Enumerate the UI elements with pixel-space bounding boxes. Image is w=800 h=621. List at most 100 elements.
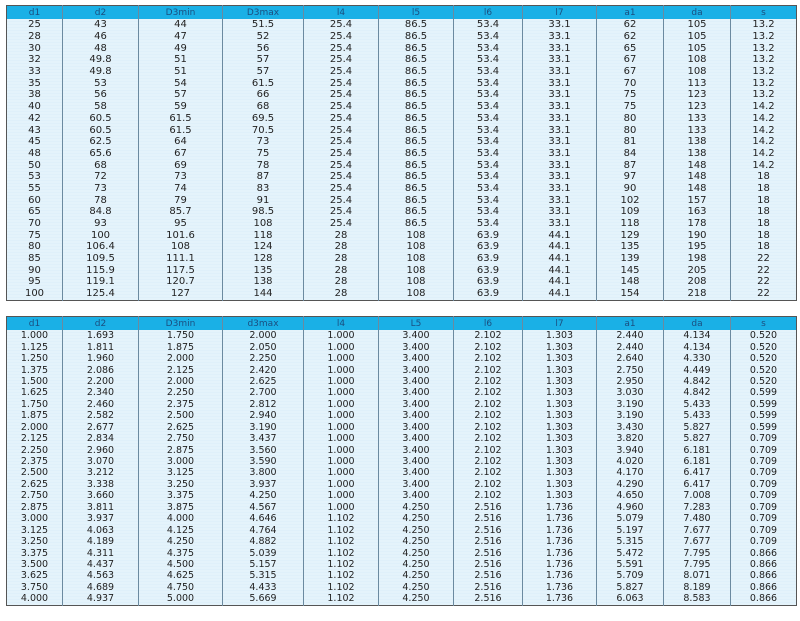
cell-s: 0.709 — [730, 444, 797, 456]
cell-d1: 100 — [24, 288, 45, 300]
cell-l4: 1.000 — [303, 330, 379, 342]
table-row: 3.750 4.689 4.750 4.433 1.102 4.250 2.516 1.736… — [7, 581, 797, 594]
cell-d3min: 59 — [138, 100, 223, 113]
cell-a1: 5.709 — [596, 570, 664, 582]
cell-l5: 3.400 — [378, 330, 454, 342]
cell-l4: 1.000 — [303, 455, 379, 468]
cell-d1: 30 — [28, 42, 41, 54]
cell-da: 105 — [663, 42, 731, 55]
cell-da: 7.008 — [663, 490, 731, 502]
cell-l7: 1.736 — [522, 501, 597, 513]
cell-s: 0.866 — [730, 558, 797, 571]
cell-d3min: 4.500 — [138, 558, 223, 571]
cell-l6: 2.102 — [453, 398, 523, 411]
cell-da: 7.283 — [663, 501, 731, 513]
cell-l5: 108 — [378, 252, 454, 265]
cell-l7: 33.1 — [522, 159, 597, 171]
cell-l5: 4.250 — [378, 547, 454, 559]
cell-d3min: 2.500 — [138, 410, 223, 422]
cell-d2: 1.960 — [62, 352, 139, 365]
table-row: 35 53 54 61.5 25.4 86.5 53.4 33.1 70 113 13.2 — [7, 77, 797, 90]
cell-d1: 42 — [28, 112, 41, 124]
cell-d1: 1.375 — [20, 364, 49, 376]
cell-d3min: 73 — [138, 170, 223, 183]
cell-l7: 33.1 — [522, 30, 597, 43]
cell-d3min: 54 — [138, 77, 223, 90]
cell-s: 0.709 — [730, 535, 797, 548]
table-row: 1.250 1.960 2.000 2.250 1.000 3.400 2.102 1.303… — [7, 352, 797, 365]
cell-l6: 2.516 — [453, 535, 523, 548]
table-row: 3.375 4.311 4.375 5.039 1.102 4.250 2.516 1.736… — [7, 547, 797, 559]
cell-d3max: 5.039 — [222, 547, 304, 559]
table-header-row: d1 d2 D3min D3max l4 l5 l6 l7 a1 da s — [6, 5, 797, 19]
cell-s: 0.709 — [730, 455, 797, 468]
cell-l5: 3.400 — [378, 478, 454, 491]
cell-da: 4.134 — [663, 341, 731, 353]
cell-l6: 2.516 — [453, 524, 523, 536]
cell-a1: 145 — [596, 264, 664, 277]
cell-s: 14.2 — [730, 124, 797, 136]
cell-d2: 56 — [62, 89, 139, 101]
table-row: 80 106.4 108 124 28 108 63.9 44.1 135 195 18 — [7, 241, 797, 253]
cell-l4: 25.4 — [303, 112, 379, 125]
cell-d3max: 2.700 — [222, 387, 304, 399]
cell-d3min: 1.750 — [138, 330, 223, 342]
table-row: 60 78 79 91 25.4 86.5 53.4 33.1 102 157 18 — [7, 194, 797, 206]
cell-l6: 2.102 — [453, 375, 523, 388]
cell-d1: 40 — [28, 101, 41, 113]
cell-l7: 1.303 — [522, 375, 597, 388]
cell-d3min: 51 — [138, 54, 223, 66]
cell-d3max: 2.940 — [222, 410, 304, 422]
cell-l7: 44.1 — [522, 241, 597, 253]
cell-d2: 4.437 — [62, 558, 139, 571]
table-row: 25 43 44 51.5 25.4 86.5 53.4 33.1 62 105 13.2 — [7, 19, 797, 31]
cell-d3min: 49 — [138, 42, 223, 55]
cell-d2: 48 — [62, 42, 139, 55]
cell-a1: 75 — [596, 100, 664, 113]
cell-a1: 80 — [596, 124, 664, 136]
cell-l5: 4.250 — [378, 570, 454, 582]
cell-l5: 86.5 — [378, 194, 454, 206]
cell-d3min: 4.250 — [138, 535, 223, 548]
cell-l6: 53.4 — [453, 77, 523, 90]
cell-a1: 65 — [596, 42, 664, 55]
cell-d3min: 5.000 — [138, 593, 223, 605]
cell-d1: 53 — [28, 171, 41, 183]
column-header-d1: d1 — [6, 316, 63, 330]
cell-l4: 25.4 — [303, 170, 379, 183]
inch-dimension-table: d1 d2 D3min d3max l4 L5 l6 l7 a1 da s 1.000 1.693 1.… — [6, 316, 797, 606]
cell-d2: 46 — [62, 30, 139, 43]
cell-a1: 70 — [596, 77, 664, 90]
cell-d3min: 61.5 — [138, 124, 223, 136]
cell-d3max: 56 — [222, 42, 304, 55]
cell-da: 4.134 — [663, 330, 731, 342]
cell-d3max: 98.5 — [222, 206, 304, 218]
table-row: 50 68 69 78 25.4 86.5 53.4 33.1 87 148 14.2 — [7, 159, 797, 171]
cell-l5: 86.5 — [378, 135, 454, 148]
cell-d2: 125.4 — [62, 287, 139, 300]
cell-l7: 1.303 — [522, 352, 597, 365]
cell-s: 14.2 — [730, 135, 797, 148]
cell-da: 108 — [663, 65, 731, 78]
cell-d3max: 51.5 — [222, 19, 304, 31]
cell-l6: 2.102 — [453, 421, 523, 433]
cell-d3min: 108 — [138, 241, 223, 253]
cell-da: 123 — [663, 100, 731, 113]
cell-l6: 2.102 — [453, 444, 523, 456]
cell-l4: 1.000 — [303, 398, 379, 411]
cell-d1: 33 — [28, 66, 41, 78]
cell-s: 0.599 — [730, 398, 797, 411]
cell-l4: 28 — [303, 241, 379, 253]
cell-d2: 60.5 — [62, 124, 139, 136]
cell-d3max: 4.764 — [222, 524, 304, 536]
cell-l7: 33.1 — [522, 194, 597, 206]
cell-l4: 1.000 — [303, 478, 379, 491]
cell-d2: 119.1 — [62, 276, 139, 288]
cell-d3min: 44 — [138, 19, 223, 31]
cell-d3min: 2.000 — [138, 375, 223, 388]
cell-l6: 53.4 — [453, 112, 523, 125]
column-header-l4: l4 — [303, 316, 379, 330]
cell-d1: 50 — [28, 159, 41, 171]
cell-d3max: 3.800 — [222, 467, 304, 479]
cell-a1: 3.940 — [596, 444, 664, 456]
